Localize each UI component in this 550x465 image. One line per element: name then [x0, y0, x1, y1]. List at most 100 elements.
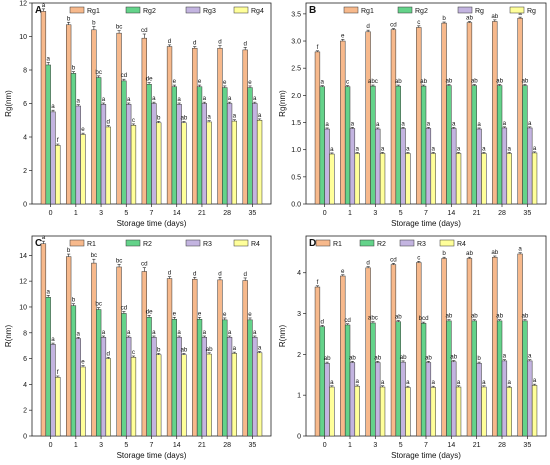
- significance-letter: ab: [425, 354, 432, 361]
- legend-label: Rg4: [251, 8, 264, 15]
- y-axis-label: Rg(nm): [278, 90, 287, 117]
- significance-letter: a: [457, 145, 461, 152]
- bar: [141, 37, 147, 205]
- significance-letter: a: [258, 112, 262, 119]
- legend-label: R1: [87, 241, 96, 248]
- y-axis-label: Rg(nm): [4, 90, 13, 117]
- bar: [430, 387, 436, 437]
- y-tick-label: 3.5: [291, 11, 301, 18]
- bar: [75, 338, 81, 437]
- bar: [481, 386, 487, 437]
- bar: [425, 128, 432, 205]
- bar: [400, 361, 406, 437]
- significance-letter: a: [46, 288, 50, 295]
- y-tick-label: 6: [23, 101, 27, 108]
- bar: [501, 360, 508, 437]
- bar: [430, 153, 436, 205]
- bar: [517, 253, 523, 437]
- significance-letter: a: [102, 329, 106, 336]
- significance-letter: abc: [368, 315, 378, 322]
- bar: [226, 103, 233, 205]
- bar: [126, 104, 132, 205]
- significance-letter: e: [248, 79, 252, 86]
- y-tick-label: 8: [23, 68, 27, 75]
- x-tick-label: 28: [498, 442, 506, 449]
- legend-swatch: [69, 6, 85, 14]
- y-tick-label: 2.5: [291, 66, 301, 73]
- significance-letter: a: [452, 120, 456, 127]
- significance-letter: ab: [521, 77, 528, 84]
- bar: [375, 362, 381, 437]
- bar: [365, 267, 371, 437]
- bar: [344, 86, 351, 205]
- bar: [501, 127, 508, 205]
- x-tick-label: 14: [173, 210, 181, 217]
- bar: [242, 49, 248, 205]
- significance-letter: a: [528, 353, 532, 360]
- significance-letter: abc: [368, 78, 378, 85]
- bar: [55, 377, 61, 437]
- significance-letter: ab: [521, 313, 528, 320]
- y-tick-label: 2: [23, 168, 27, 175]
- significance-letter: de: [146, 308, 153, 315]
- bar: [151, 337, 157, 437]
- significance-letter: a: [401, 120, 405, 127]
- legend-label: Rg2: [143, 8, 156, 15]
- significance-letter: a: [127, 96, 131, 103]
- significance-letter: b: [72, 297, 76, 304]
- panel-label: D: [309, 238, 316, 249]
- significance-letter: ab: [491, 249, 498, 256]
- bar: [166, 278, 173, 437]
- significance-letter: cd: [141, 27, 148, 34]
- panel-label: B: [309, 5, 316, 16]
- legend-label: Rg1: [87, 8, 100, 15]
- bar: [247, 319, 253, 437]
- bar: [171, 318, 177, 437]
- x-axis-label: Storage time (days): [391, 451, 461, 460]
- significance-letter: a: [406, 379, 410, 386]
- legend: Rg1 Rg2 Rg3 Rg4: [69, 6, 264, 15]
- significance-letter: a: [503, 353, 507, 360]
- significance-letter: a: [102, 96, 106, 103]
- bar: [105, 358, 111, 437]
- significance-letter: a: [233, 113, 237, 120]
- significance-letter: a: [381, 145, 385, 152]
- bar: [390, 29, 397, 205]
- significance-letter: a: [77, 98, 81, 105]
- significance-letter: a: [457, 379, 461, 386]
- significance-letter: cd: [390, 22, 397, 29]
- bar: [217, 279, 223, 437]
- significance-letter: de: [146, 76, 153, 83]
- bar: [217, 47, 223, 205]
- significance-letter: cd: [141, 261, 148, 268]
- significance-letter: a: [77, 330, 81, 337]
- bar: [231, 353, 238, 437]
- bar: [531, 385, 538, 437]
- significance-letter: a: [203, 95, 207, 102]
- bar: [171, 86, 177, 205]
- bar: [527, 360, 533, 437]
- y-tick-label: 4: [297, 270, 301, 277]
- significance-letter: e: [173, 310, 177, 317]
- x-tick-label: 7: [424, 210, 428, 217]
- x-tick-label: 1: [74, 442, 78, 449]
- significance-letter: c: [346, 79, 349, 86]
- legend: Rg1 Rg2 Rg Rg: [343, 6, 536, 15]
- significance-letter: a: [325, 121, 329, 128]
- bar: [96, 309, 102, 437]
- bar: [370, 322, 376, 437]
- bar: [80, 134, 86, 205]
- legend-label: R4: [251, 241, 260, 248]
- legend-swatch: [233, 239, 249, 247]
- significance-letter: d: [168, 38, 172, 45]
- bar: [441, 258, 447, 437]
- panel-b: B 0.0 0.5 1.0 1.5 2.0 2.5 3.0 3.5 Rg(nm) Storage t…: [278, 2, 547, 228]
- x-tick-label: 5: [399, 442, 403, 449]
- significance-letter: a: [477, 121, 481, 128]
- y-axis-label: R(nm): [4, 325, 13, 348]
- significance-letter: a: [253, 329, 257, 336]
- significance-letter: a: [42, 234, 46, 241]
- significance-letter: bc: [116, 257, 123, 264]
- bar: [314, 286, 321, 437]
- bar: [375, 128, 381, 205]
